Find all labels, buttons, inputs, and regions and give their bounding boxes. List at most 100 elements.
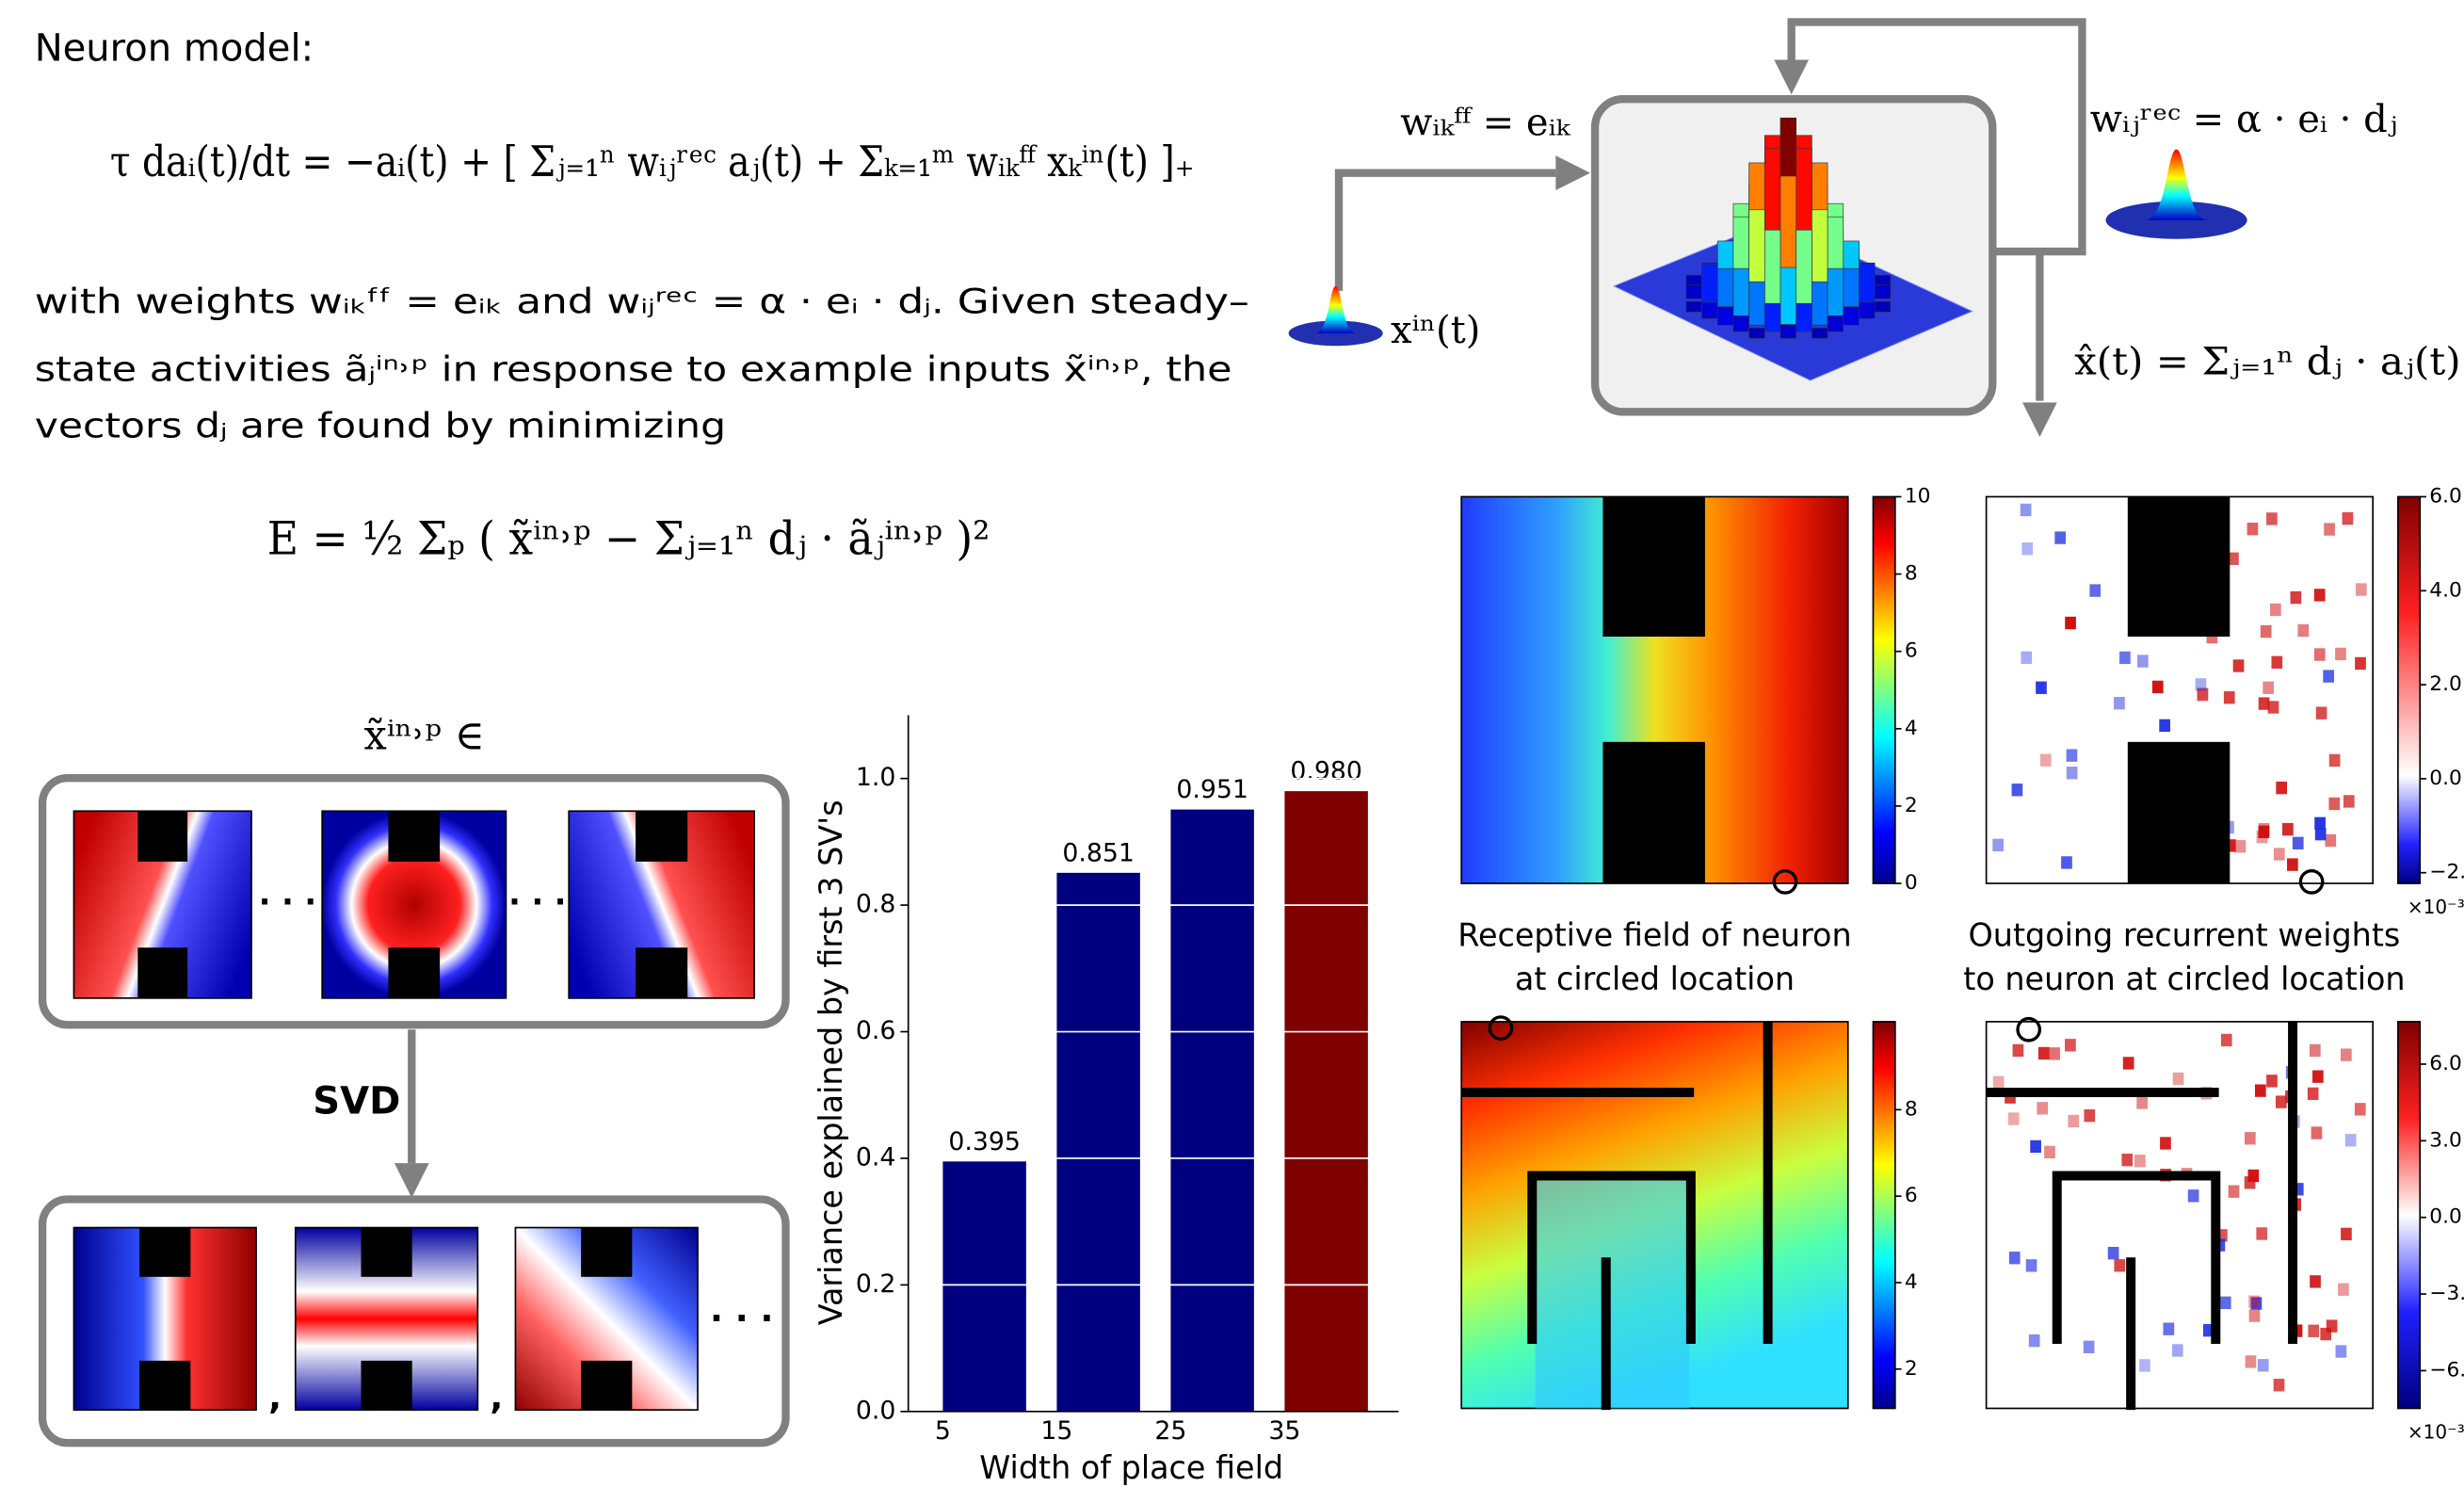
weight-cell: [2246, 1355, 2257, 1367]
input-map-wall: [137, 811, 187, 862]
weight-cell: [2293, 837, 2304, 849]
input-map-wall: [137, 947, 187, 998]
histogram-column: [1875, 275, 1891, 285]
weight-cell: [2329, 754, 2341, 767]
weight-cell: [2314, 589, 2326, 601]
weight-cell: [2009, 1252, 2021, 1264]
weight-cell: [2160, 1137, 2171, 1149]
weight-cell: [2343, 512, 2354, 525]
colorbar: [1873, 1022, 1894, 1409]
colorbar-tick-label: 6: [1905, 639, 1918, 663]
colorbar-tick-label: 2: [1905, 1357, 1918, 1381]
weight-cell: [2067, 749, 2078, 761]
weight-cell: [2136, 1096, 2148, 1108]
x-tick-label: 15: [1040, 1416, 1072, 1446]
weight-cell: [2139, 1359, 2150, 1371]
weight-cell: [2084, 1341, 2095, 1353]
histogram-column: [1749, 328, 1765, 338]
y-tick-label: 0.0: [856, 1396, 895, 1425]
histogram-column: [1796, 303, 1812, 331]
weight-cell: [2341, 1048, 2352, 1060]
caption: Receptive field of neuron: [1457, 916, 1851, 953]
weight-cell: [2247, 1170, 2259, 1182]
colorbar: [2398, 1022, 2420, 1409]
weight-cell: [2026, 1259, 2037, 1271]
histogram-column: [1686, 285, 1702, 299]
weight-cell: [2310, 1275, 2321, 1287]
weight-cell: [2266, 1075, 2278, 1087]
wall: [2128, 496, 2230, 637]
weight-cell: [2229, 1186, 2240, 1198]
weight-cell: [2040, 753, 2052, 766]
weight-cell: [2328, 798, 2340, 810]
colorbar: [2398, 496, 2420, 883]
y-tick-label: 0.4: [856, 1142, 895, 1172]
weight-cell: [2044, 1146, 2055, 1158]
y-tick-label: 1.0: [856, 763, 895, 792]
colorbar-tick-label: 0.0: [2429, 1205, 2462, 1229]
weight-cell: [2323, 670, 2334, 682]
weight-cell: [2263, 682, 2274, 694]
weight-cell: [2089, 584, 2101, 596]
weight-cell: [2036, 682, 2047, 694]
colorbar-tick-label: 3.0: [2429, 1128, 2462, 1152]
ellipsis: · · ·: [259, 883, 316, 920]
weight-cell: [2196, 678, 2207, 690]
weight-cell: [2021, 504, 2032, 516]
y-axis-label: Variance explained by first 3 SV's: [813, 800, 849, 1325]
weight-cell: [2233, 659, 2245, 671]
component-map-wall: [139, 1361, 190, 1410]
weight-cell: [2282, 823, 2294, 835]
weight-cell: [1992, 839, 2004, 851]
histogram-column: [1702, 302, 1718, 318]
component-map-wall: [361, 1228, 411, 1277]
histogram-column: [1812, 282, 1828, 325]
colorbar-tick-label: 8: [1905, 1097, 1918, 1121]
weight-cell: [2068, 1115, 2079, 1127]
colorbar-tick-label: 0: [1905, 871, 1918, 895]
colorbar-tick-label: 6.0: [2429, 1052, 2462, 1075]
histogram-column: [1764, 303, 1780, 331]
histogram-column: [1828, 315, 1844, 331]
colorbar-tick-label: −3.0: [2429, 1282, 2464, 1305]
weight-cell: [2114, 697, 2125, 709]
histogram-column: [1828, 268, 1844, 318]
text-line: vectors dⱼ are found by minimizing: [35, 406, 726, 446]
wall: [1602, 742, 1704, 883]
weight-cell: [2270, 604, 2281, 616]
weight-cell: [2054, 531, 2066, 543]
component-map-wall: [581, 1228, 632, 1277]
colorbar: [1873, 496, 1894, 883]
weight-cell: [1993, 1076, 2005, 1089]
weight-cell: [2119, 652, 2131, 664]
text-line: state activities ãⱼⁱⁿ˒ᵖ in response to e…: [35, 348, 1232, 389]
caption: to neuron at circled location: [1963, 961, 2405, 997]
text-line: with weights wᵢₖᶠᶠ = eᵢₖ and wᵢⱼʳᵉᶜ = α …: [35, 282, 1249, 322]
histogram-column: [1749, 282, 1765, 325]
histogram-column: [1702, 277, 1718, 305]
colorbar-tick-label: −2.0: [2429, 861, 2464, 884]
colorbar-tick-label: 6.0: [2429, 484, 2462, 508]
weight-cell: [2291, 591, 2302, 604]
weight-cell: [2258, 1359, 2269, 1371]
weight-cell: [2134, 1155, 2146, 1167]
colorbar-tick-label: 8: [1905, 562, 1918, 586]
x-tick-label: 25: [1154, 1416, 1186, 1446]
separator: ,: [268, 1377, 282, 1417]
colorbar-tick-label: 4.0: [2429, 578, 2462, 602]
histogram-column: [1875, 285, 1891, 299]
weight-cell: [2221, 1034, 2232, 1046]
weight-cell: [2336, 1345, 2347, 1357]
weight-cell: [2314, 817, 2326, 830]
weight-cell: [2255, 1084, 2266, 1096]
colorbar-scale: ×10⁻³: [2408, 896, 2464, 918]
value-label: 0.980: [1290, 757, 1361, 786]
weight-cell: [2249, 1309, 2261, 1321]
weight-cell: [2261, 625, 2272, 638]
weight-cell: [2152, 681, 2164, 693]
separator: ,: [490, 1377, 503, 1417]
feedforward-weight: wᵢₖᶠᶠ = eᵢₖ: [1400, 102, 1570, 145]
x-axis-label: Width of place field: [979, 1449, 1283, 1486]
wall: [1602, 496, 1704, 637]
weight-cell: [2324, 523, 2335, 535]
